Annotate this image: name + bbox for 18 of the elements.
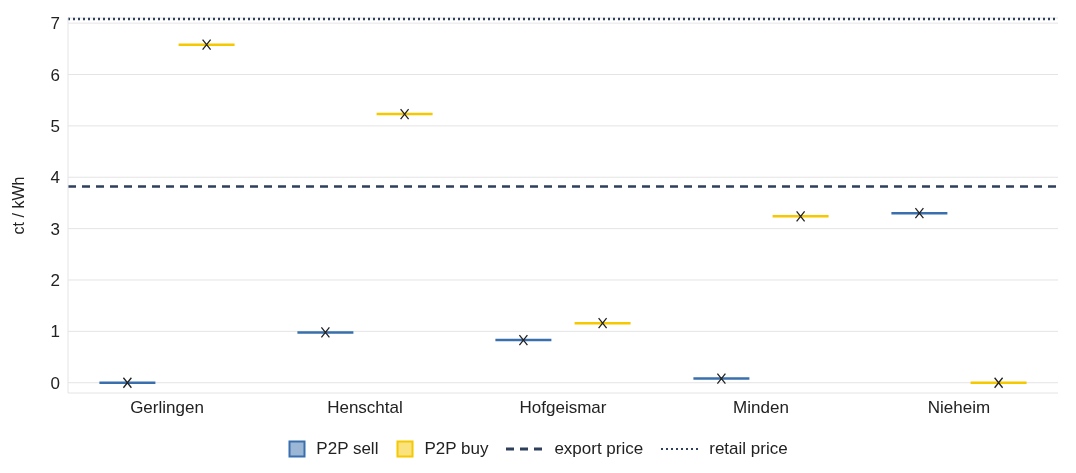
y-tick-label: 7	[50, 14, 60, 34]
x-tick-label: Minden	[733, 398, 789, 418]
y-tick-label: 1	[50, 322, 60, 342]
legend-label: export price	[554, 439, 644, 459]
y-tick-label: 2	[50, 271, 60, 291]
y-tick-label: 4	[50, 168, 60, 188]
y-tick-label: 6	[50, 65, 60, 85]
legend-label: P2P buy	[424, 439, 489, 459]
y-tick-label: 3	[50, 219, 60, 239]
x-tick-label: Gerlingen	[130, 398, 204, 418]
x-tick-label: Henschtal	[327, 398, 403, 418]
legend-label: P2P sell	[316, 439, 379, 459]
x-tick-label: Nieheim	[927, 398, 991, 418]
x-tick-label: Hofgeismar	[519, 398, 607, 418]
legend-label: retail price	[709, 439, 788, 459]
y-tick-label: 0	[50, 373, 60, 393]
y-axis-title: ct / kWh	[9, 176, 27, 235]
y-tick-label: 5	[50, 116, 60, 136]
